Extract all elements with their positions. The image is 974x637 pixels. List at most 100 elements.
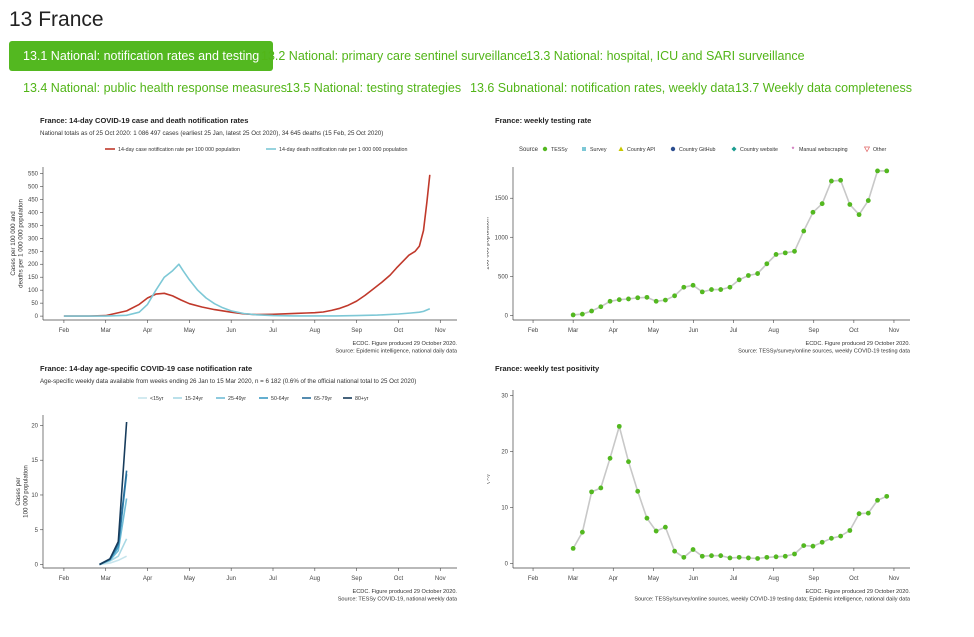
tab-national-notification-rates[interactable]: 13.1 National: notification rates and te… bbox=[9, 41, 274, 71]
tab-subnational-notification[interactable]: 13.6 Subnational: notification rates, we… bbox=[470, 81, 735, 95]
positivity-point bbox=[598, 485, 604, 491]
positivity-point bbox=[838, 533, 844, 539]
positivity-point bbox=[727, 555, 733, 561]
y-tick-label: 15 bbox=[31, 458, 38, 464]
y-axis-label: (%) bbox=[487, 474, 491, 484]
x-tick-label: Nov bbox=[435, 576, 446, 582]
positivity-point bbox=[736, 554, 742, 560]
case-death-rate-chart: France: 14-day COVID-19 case and death n… bbox=[10, 116, 458, 355]
y-tick-label: 300 bbox=[28, 236, 39, 242]
x-tick-label: Nov bbox=[889, 576, 900, 582]
x-tick-label: Apr bbox=[609, 328, 618, 334]
x-tick-label: Jun bbox=[689, 576, 699, 582]
positivity-point bbox=[626, 459, 631, 465]
x-tick-label: Jun bbox=[226, 328, 236, 334]
tab-data-completeness[interactable]: 13.7 Weekly data completeness bbox=[735, 81, 912, 95]
testing-rate-point bbox=[773, 252, 779, 257]
age-specific-rate-chart: France: 14-day age-specific COVID-19 cas… bbox=[15, 364, 458, 603]
testing-rate-point bbox=[570, 312, 576, 318]
testing-rate-point bbox=[875, 168, 880, 174]
testing-rate-point bbox=[865, 198, 871, 203]
testing-rate-point bbox=[579, 311, 585, 317]
legend-marker-tessy bbox=[542, 146, 548, 152]
positivity-point bbox=[847, 528, 853, 533]
positivity-point bbox=[681, 554, 687, 560]
testing-rate-chart: France: weekly testing rate Source TESSy Su… bbox=[487, 116, 911, 355]
legend-label: Country API bbox=[627, 147, 655, 153]
page-title: 13 France bbox=[9, 8, 104, 31]
y-axis-label: Cases per bbox=[15, 477, 22, 505]
positivity-point bbox=[699, 553, 705, 559]
testing-rate-trend-line bbox=[573, 170, 887, 316]
positivity-point bbox=[589, 489, 594, 495]
positivity-point bbox=[782, 553, 788, 559]
legend-label: 80+yr bbox=[355, 396, 369, 402]
y-tick-label: 50 bbox=[31, 301, 38, 307]
testing-rate-point bbox=[810, 209, 816, 215]
testing-rate-point bbox=[589, 308, 594, 314]
x-tick-label: Aug bbox=[768, 328, 779, 334]
chart-title: France: weekly test positivity bbox=[495, 364, 600, 373]
y-tick-label: 100 bbox=[28, 288, 39, 294]
x-tick-label: Jul bbox=[730, 328, 738, 334]
y-tick-label: 1500 bbox=[495, 196, 509, 202]
x-tick-label: Jul bbox=[269, 328, 277, 334]
x-tick-label: Mar bbox=[101, 328, 111, 334]
y-tick-label: 0 bbox=[35, 563, 39, 569]
legend-label: Manual webscraping bbox=[799, 147, 848, 153]
positivity-point bbox=[718, 553, 724, 559]
positivity-point bbox=[579, 529, 585, 535]
positivity-point bbox=[884, 493, 890, 499]
legend-marker-country-api bbox=[618, 146, 624, 151]
y-tick-label: 500 bbox=[28, 184, 39, 190]
positivity-trend-line bbox=[572, 425, 888, 560]
chart-subtitle: Age-specific weekly data available from … bbox=[40, 378, 416, 385]
testing-rate-point bbox=[699, 289, 705, 295]
test-positivity-chart: France: weekly test positivity Feb Mar Apr M… bbox=[487, 364, 911, 603]
x-tick-label: May bbox=[184, 576, 195, 582]
testing-rate-point bbox=[764, 261, 770, 267]
tab-hospital-icu-sari[interactable]: 13.3 National: hospital, ICU and SARI su… bbox=[526, 49, 805, 63]
positivity-point bbox=[792, 551, 797, 557]
y-tick-label: 10 bbox=[31, 493, 38, 499]
positivity-point bbox=[856, 511, 862, 517]
chart-caption: Source: TESSy COVID-19, national weekly … bbox=[338, 597, 458, 603]
tab-testing-strategies[interactable]: 13.5 National: testing strategies bbox=[286, 81, 462, 95]
y-tick-label: 0 bbox=[35, 314, 39, 320]
x-tick-label: Sep bbox=[808, 328, 819, 334]
positivity-point bbox=[755, 556, 761, 561]
chart-caption: ECDC. Figure produced 29 October 2020. bbox=[353, 589, 458, 595]
positivity-point bbox=[653, 528, 659, 534]
tab-public-health-measures[interactable]: 13.4 National: public health response me… bbox=[23, 81, 288, 95]
testing-rate-point bbox=[838, 177, 844, 183]
x-tick-label: Feb bbox=[59, 576, 70, 582]
y-tick-label: 350 bbox=[28, 223, 39, 229]
legend-marker-country-github bbox=[670, 146, 676, 152]
x-tick-label: Feb bbox=[59, 328, 70, 334]
legend-marker-country-website bbox=[731, 146, 737, 152]
testing-rate-point bbox=[801, 228, 807, 234]
testing-rate-point bbox=[736, 277, 742, 283]
positivity-point bbox=[690, 547, 696, 552]
x-tick-label: Aug bbox=[768, 576, 779, 582]
x-tick-label: Oct bbox=[394, 328, 404, 334]
positivity-point bbox=[801, 543, 807, 549]
y-tick-label: 450 bbox=[28, 197, 39, 203]
legend-label: Survey bbox=[590, 147, 607, 153]
y-axis-label: Cases per 100 000 and bbox=[10, 211, 17, 276]
tab-primary-care-surveillance[interactable]: 13.2 National: primary care sentinel sur… bbox=[261, 49, 528, 63]
series-line-80-yr bbox=[99, 421, 128, 566]
testing-rate-point bbox=[709, 287, 714, 292]
testing-rate-point bbox=[644, 294, 650, 300]
x-tick-label: May bbox=[648, 328, 659, 334]
testing-rate-point bbox=[847, 202, 853, 207]
x-tick-label: Mar bbox=[568, 328, 578, 334]
legend-label: 15-24yr bbox=[185, 396, 203, 402]
positivity-point bbox=[570, 546, 576, 551]
positivity-point bbox=[819, 539, 825, 545]
series-line-14-day-death-notification-rate-per-1-000-000-population bbox=[63, 263, 431, 317]
legend-title: Source bbox=[519, 147, 539, 153]
legend-marker-manual-webscraping: * bbox=[792, 147, 795, 154]
chart-caption: Source: Epidemic intelligence, national … bbox=[335, 349, 457, 355]
x-tick-label: Sep bbox=[351, 576, 362, 582]
